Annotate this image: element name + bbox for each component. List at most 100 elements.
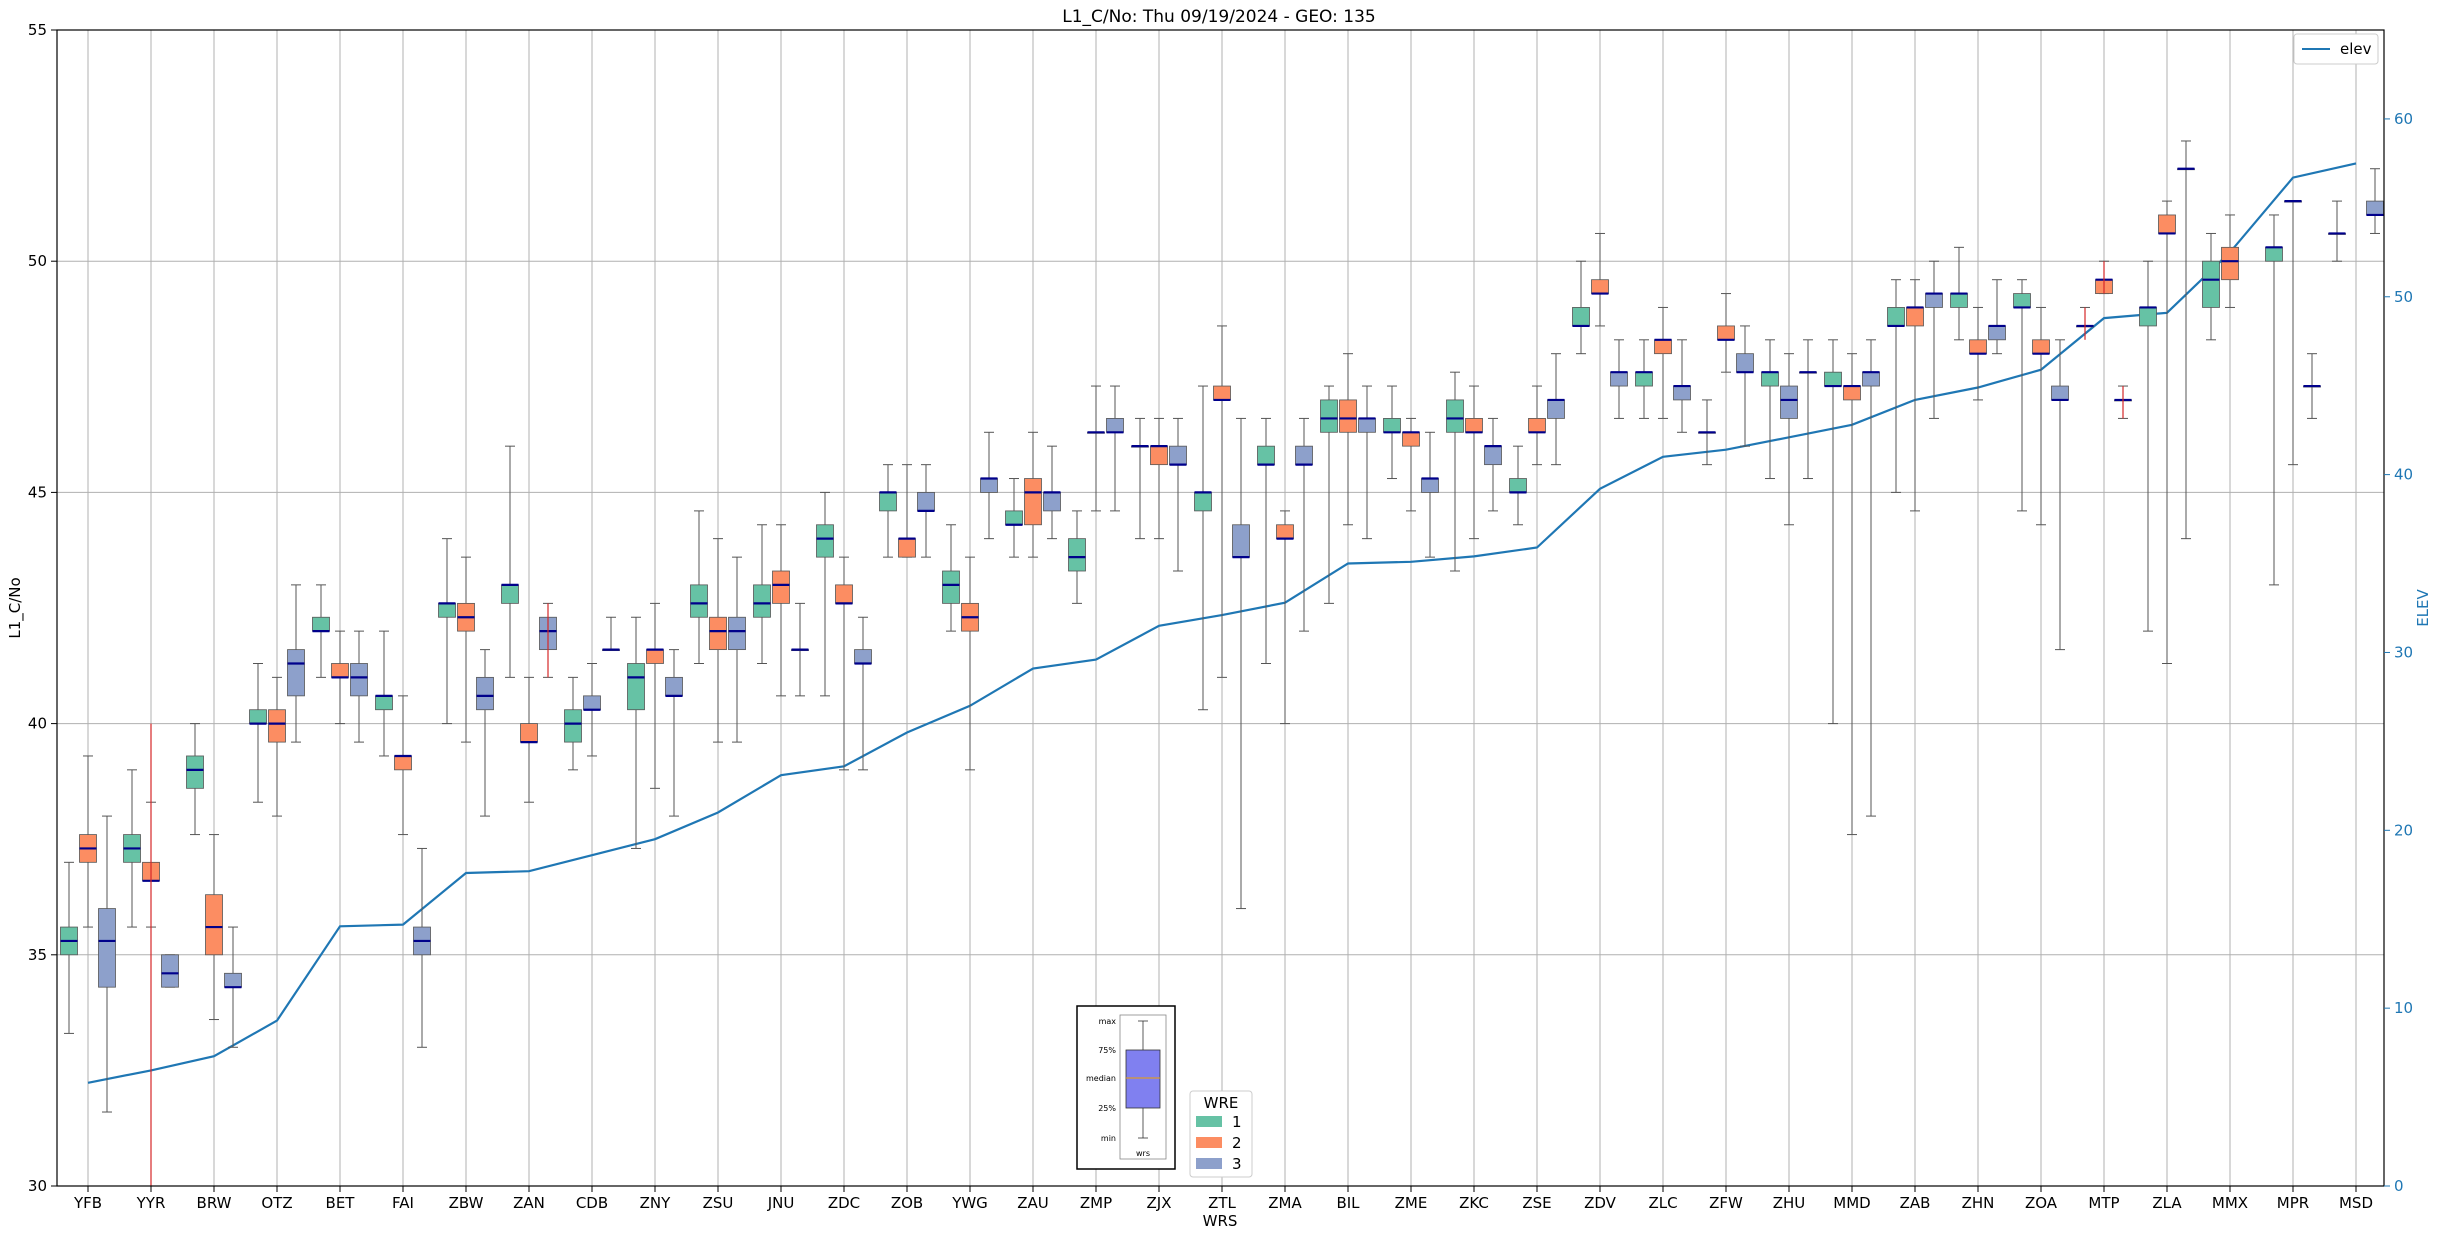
iqr-box [627, 663, 645, 711]
box-bil-wre3 [1358, 385, 1376, 540]
box-ywg-wre1 [942, 524, 960, 632]
box-ztl-wre3 [1232, 417, 1250, 910]
x-tick-label: ZOB [891, 1194, 923, 1212]
box-bet-wre2 [331, 630, 349, 725]
inset-label-max: max [1099, 1017, 1117, 1026]
wre-legend-swatch-2 [1196, 1137, 1222, 1148]
iqr-box [772, 570, 790, 604]
iqr-box [1150, 445, 1168, 466]
iqr-box [728, 616, 746, 651]
iqr-box [1169, 445, 1187, 466]
x-tick-label: ZHU [1773, 1194, 1806, 1212]
iqr-box [2366, 200, 2384, 216]
box-zoa-wre1 [2013, 279, 2031, 512]
iqr-box [1654, 339, 1672, 355]
iqr-box [1257, 445, 1275, 466]
elev-legend-box [2293, 33, 2379, 65]
wre-legend-swatch-3 [1196, 1158, 1222, 1169]
x-tick-label: ZSU [703, 1194, 734, 1212]
box-zob-wre2 [898, 464, 916, 558]
iqr-box [1717, 325, 1735, 341]
iqr-box [980, 478, 998, 493]
plot-frame [56, 29, 2385, 1187]
box-mmd-wre3 [1862, 339, 1880, 817]
box-mmd-wre2 [1843, 353, 1861, 836]
iqr-box [1106, 418, 1124, 433]
box-yyr-wre1 [123, 769, 141, 928]
box-zsu-wre3 [728, 556, 746, 743]
box-zse-wre1 [1509, 445, 1527, 526]
iqr-box [646, 649, 664, 664]
iqr-box [1969, 339, 1987, 355]
box-cdb-wre3 [583, 662, 601, 757]
y-axis-label: L1_C/No [6, 577, 25, 638]
box-zan-wre1 [501, 445, 519, 678]
x-tick-label: ZDC [828, 1194, 860, 1212]
iqr-box [1591, 279, 1609, 294]
box-zma-wre1 [1257, 417, 1275, 664]
x-tick-label: ZDV [1584, 1194, 1617, 1212]
x-tick-label: JNU [767, 1194, 795, 1212]
inset-label-wrs: wrs [1136, 1149, 1150, 1158]
box-zmp-wre2 [1087, 385, 1105, 512]
iqr-box [98, 908, 116, 988]
wre-legend-swatch-1 [1196, 1116, 1222, 1127]
iqr-box [1509, 478, 1527, 493]
x-tick-label: ZMP [1080, 1194, 1112, 1212]
box-mmx-wre1 [2202, 232, 2220, 341]
y2-tick-label: 20 [2394, 821, 2413, 839]
box-msd-wre3 [2366, 168, 2384, 234]
x-tick-label: BRW [197, 1194, 232, 1212]
iqr-box [1043, 491, 1061, 512]
inset-label-min: min [1101, 1134, 1116, 1143]
axis-layer: YFB YYR BRW OTZ BET FAI ZBW ZAN CDB ZNY ZSU JNU ZDC Z… [28, 21, 2413, 1212]
iqr-box [1572, 307, 1590, 327]
iqr-box [1547, 399, 1565, 419]
x-tick-label: CDB [576, 1194, 608, 1212]
box-zab-wre1 [1887, 279, 1905, 493]
iqr-box [2221, 246, 2239, 281]
chart-title: L1_C/No: Thu 09/19/2024 - GEO: 135 [1062, 7, 1375, 27]
iqr-box [1761, 371, 1779, 387]
box-brw-wre2 [205, 834, 223, 1021]
x-tick-label: ZAB [1900, 1194, 1931, 1212]
iqr-box [161, 954, 179, 988]
iqr-box [1276, 524, 1294, 540]
x-tick-label: ZSE [1522, 1194, 1551, 1212]
iqr-box [394, 755, 412, 771]
iqr-box [709, 616, 727, 651]
box-zlc-wre2 [1654, 306, 1672, 419]
iqr-box [690, 584, 708, 618]
box-fai-wre1 [375, 630, 393, 757]
inset-label-median: median [1086, 1074, 1116, 1083]
y2-tick-label: 30 [2394, 643, 2413, 661]
iqr-box [1610, 371, 1628, 387]
y-tick-label: 50 [28, 252, 47, 270]
iqr-box [476, 676, 494, 711]
y-tick-label: 45 [28, 483, 47, 501]
y-tick-label: 55 [28, 21, 47, 39]
box-zdv-wre2 [1591, 232, 1609, 327]
x-tick-label: ZAU [1017, 1194, 1049, 1212]
box-zme-wre2 [1402, 417, 1420, 512]
box-zmp-wre3 [1106, 385, 1124, 512]
iqr-box [1635, 371, 1653, 387]
iqr-box [312, 616, 330, 632]
y-tick-label: 30 [28, 1177, 47, 1195]
iqr-box [583, 695, 601, 711]
box-bet-wre1 [312, 584, 330, 678]
iqr-box [1824, 371, 1842, 387]
box-zma-wre3 [1295, 417, 1313, 632]
x-tick-label: MMX [2212, 1194, 2248, 1212]
box-zbw-wre3 [476, 649, 494, 817]
wre-legend-label-3: 3 [1232, 1155, 1242, 1173]
iqr-box [1673, 385, 1691, 401]
box-zdv-wre1 [1572, 260, 1590, 355]
box-yfb-wre1 [60, 861, 78, 1034]
iqr-box [1232, 524, 1250, 558]
iqr-box [375, 695, 393, 711]
iqr-box [2013, 293, 2031, 308]
iqr-box [2051, 385, 2069, 401]
iqr-box [1843, 385, 1861, 401]
